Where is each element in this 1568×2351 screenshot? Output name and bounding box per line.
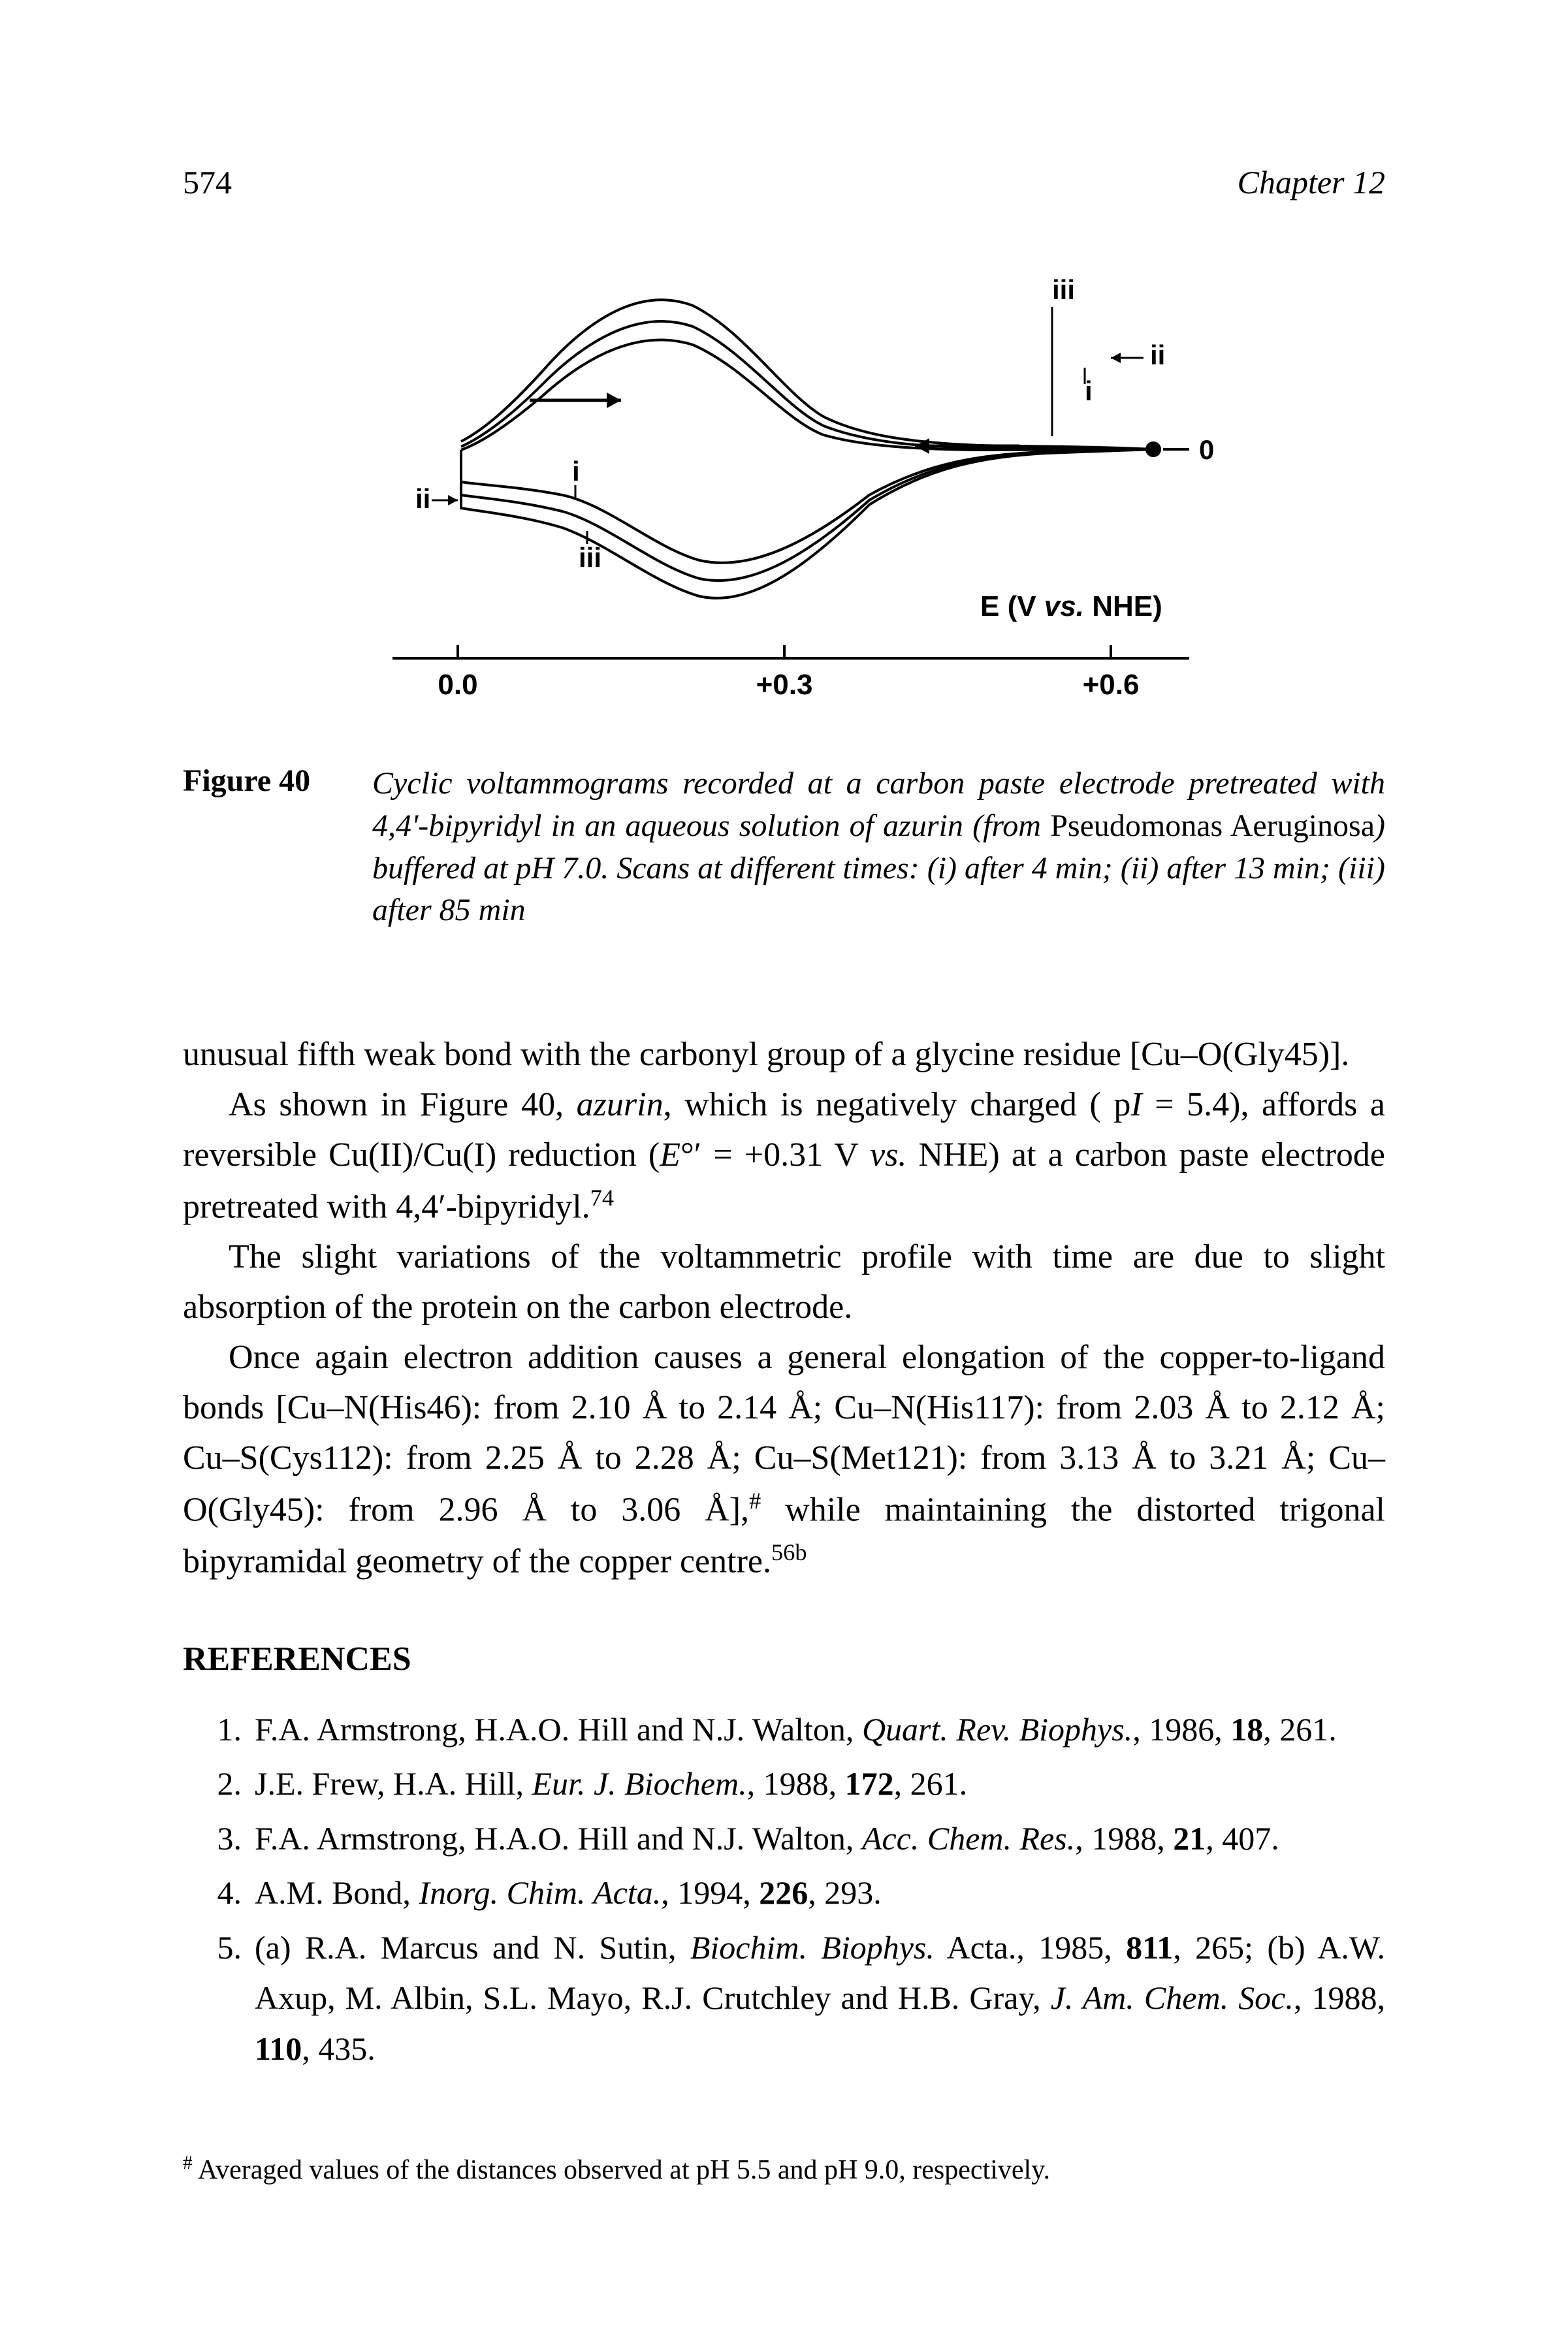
reference-number: 4. — [183, 1868, 255, 1919]
cv-trace-top-i — [461, 340, 1153, 450]
reference-item: 1. F.A. Armstrong, H.A.O. Hill and N.J. … — [183, 1704, 1385, 1755]
reference-item: 5. (a) R.A. Marcus and N. Sutin, Biochim… — [183, 1923, 1385, 2075]
figure-caption: Figure 40 Cyclic voltammograms recorded … — [183, 763, 1385, 932]
bot-label-ii: ii — [415, 483, 430, 514]
axis-label: E (V vs. NHE) — [980, 590, 1162, 622]
cv-trace-top-ii — [461, 321, 1153, 449]
reference-number: 5. — [183, 1923, 255, 2075]
top-label-ii: ii — [1150, 340, 1165, 370]
xtick-2: +0.6 — [1082, 669, 1139, 701]
references-list: 1. F.A. Armstrong, H.A.O. Hill and N.J. … — [183, 1704, 1385, 2075]
reference-item: 4. A.M. Bond, Inorg. Chim. Acta., 1994, … — [183, 1868, 1385, 1919]
paragraph: Once again electron addition causes a ge… — [183, 1333, 1385, 1587]
page: 574 Chapter 12 0.0 +0.3 +0.6 E (V vs. NH… — [0, 0, 1568, 2351]
xtick-1: +0.3 — [756, 669, 812, 701]
reference-text: F.A. Armstrong, H.A.O. Hill and N.J. Wal… — [255, 1704, 1385, 1755]
figure-caption-text: Cyclic voltammograms recorded at a carbo… — [372, 763, 1385, 932]
references-heading: REFERENCES — [183, 1640, 1385, 1678]
xtick-0: 0.0 — [438, 669, 477, 701]
cv-trace-bot-i — [461, 449, 1153, 563]
reference-text: J.E. Frew, H.A. Hill, Eur. J. Biochem., … — [255, 1759, 1385, 1810]
paragraph: The slight variations of the voltammetri… — [183, 1232, 1385, 1333]
reference-text: F.A. Armstrong, H.A.O. Hill and N.J. Wal… — [255, 1814, 1385, 1864]
zero-label: 0 — [1199, 434, 1214, 465]
page-header: 574 Chapter 12 — [183, 163, 1385, 201]
reference-item: 3. F.A. Armstrong, H.A.O. Hill and N.J. … — [183, 1814, 1385, 1864]
bot-label-i: i — [572, 456, 580, 487]
chapter-label: Chapter 12 — [1238, 163, 1385, 201]
reference-text: A.M. Bond, Inorg. Chim. Acta., 1994, 226… — [255, 1868, 1385, 1919]
page-number: 574 — [183, 163, 232, 201]
reference-number: 3. — [183, 1814, 255, 1864]
voltammogram-svg: 0.0 +0.3 +0.6 E (V vs. NHE) 0 iii ii i — [327, 253, 1241, 724]
paragraph: unusual fifth weak bond with the carbony… — [183, 1030, 1385, 1080]
reference-text: (a) R.A. Marcus and N. Sutin, Biochim. B… — [255, 1923, 1385, 2075]
cv-trace-bot-iii — [461, 449, 1153, 598]
top-label-i: i — [1085, 376, 1093, 406]
footnote: # Averaged values of the distances obser… — [183, 2152, 1385, 2186]
reference-number: 2. — [183, 1759, 255, 1810]
paragraph: As shown in Figure 40, azurin, which is … — [183, 1080, 1385, 1232]
reference-item: 2. J.E. Frew, H.A. Hill, Eur. J. Biochem… — [183, 1759, 1385, 1810]
figure-label: Figure 40 — [183, 763, 372, 932]
top-label-iii: iii — [1052, 274, 1075, 305]
bot-label-iii: iii — [579, 542, 601, 573]
figure-voltammogram: 0.0 +0.3 +0.6 E (V vs. NHE) 0 iii ii i — [327, 253, 1241, 724]
body-text: unusual fifth weak bond with the carbony… — [183, 1030, 1385, 1587]
reference-number: 1. — [183, 1704, 255, 1755]
